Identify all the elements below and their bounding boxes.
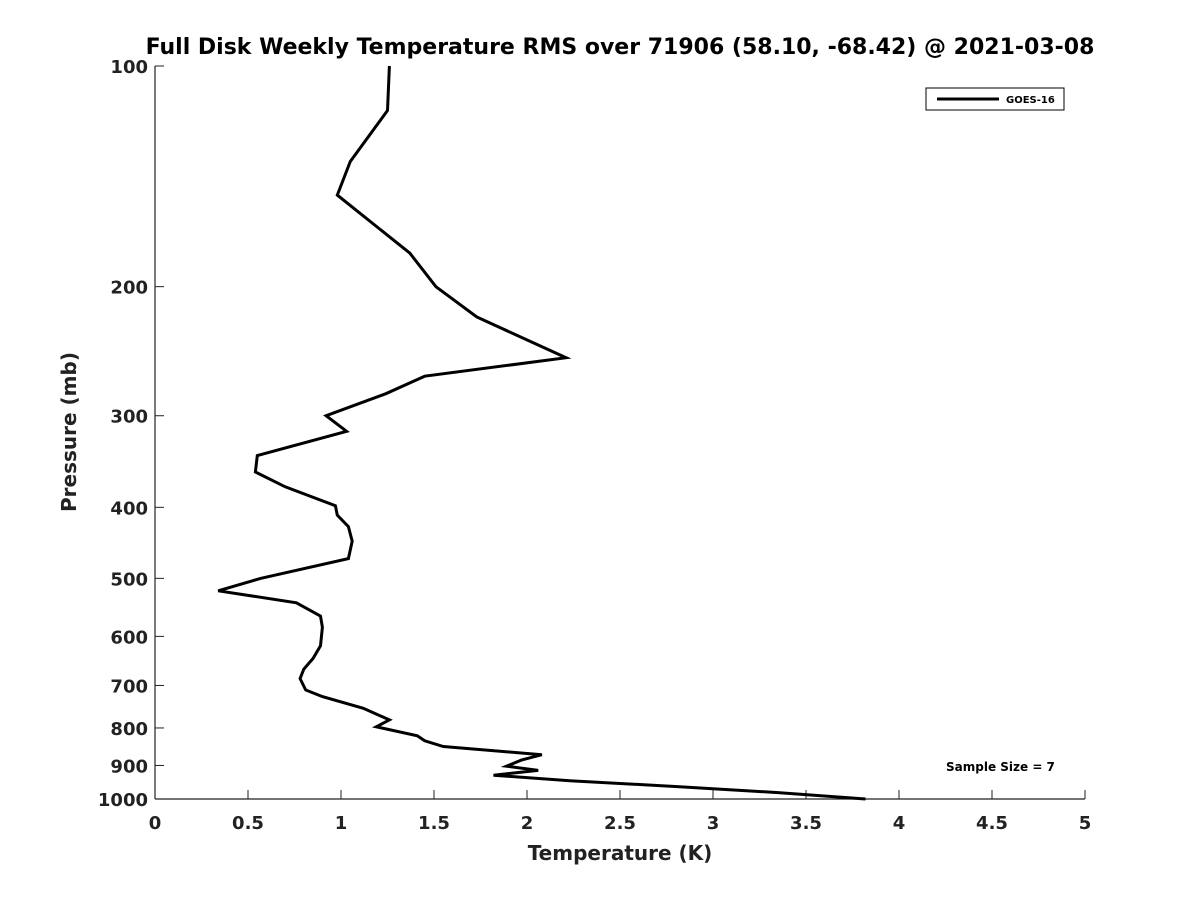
x-axis-label: Temperature (K)	[528, 841, 713, 865]
y-tick-label: 900	[110, 756, 148, 777]
y-tick-label: 200	[110, 278, 148, 299]
y-axis-label: Pressure (mb)	[57, 352, 81, 512]
x-axis-ticks: 0 0.5 1 1.5 2 2.5 3 3.5 4 4.5 5	[149, 790, 1092, 834]
x-tick-label: 2	[521, 813, 534, 834]
x-tick-label: 3.5	[790, 813, 822, 834]
y-tick-label: 500	[110, 569, 148, 590]
y-tick-label: 1000	[98, 790, 148, 811]
series-line-goes-16	[217, 65, 866, 801]
x-tick-label: 5	[1079, 813, 1092, 834]
x-tick-label: 2.5	[604, 813, 636, 834]
y-tick-label: 400	[110, 498, 148, 519]
x-tick-label: 4.5	[976, 813, 1008, 834]
x-tick-label: 3	[707, 813, 720, 834]
series-layer	[217, 65, 866, 801]
chart-title: Full Disk Weekly Temperature RMS over 71…	[146, 35, 1095, 60]
x-tick-label: 1	[335, 813, 348, 834]
y-tick-label: 100	[110, 57, 148, 78]
legend-label-goes-16: GOES-16	[1006, 95, 1055, 106]
y-tick-label: 800	[110, 719, 148, 740]
legend: GOES-16	[925, 87, 1065, 111]
x-tick-label: 4	[893, 813, 906, 834]
y-axis-ticks: 100 200 300 400 500 600 700 800 900 1000	[98, 57, 164, 811]
sample-size-annotation: Sample Size = 7	[946, 760, 1055, 774]
y-tick-label: 700	[110, 676, 148, 697]
y-tick-label: 600	[110, 627, 148, 648]
x-tick-label: 0	[149, 813, 162, 834]
y-tick-label: 300	[110, 407, 148, 428]
x-tick-label: 0.5	[232, 813, 264, 834]
x-tick-label: 1.5	[418, 813, 450, 834]
